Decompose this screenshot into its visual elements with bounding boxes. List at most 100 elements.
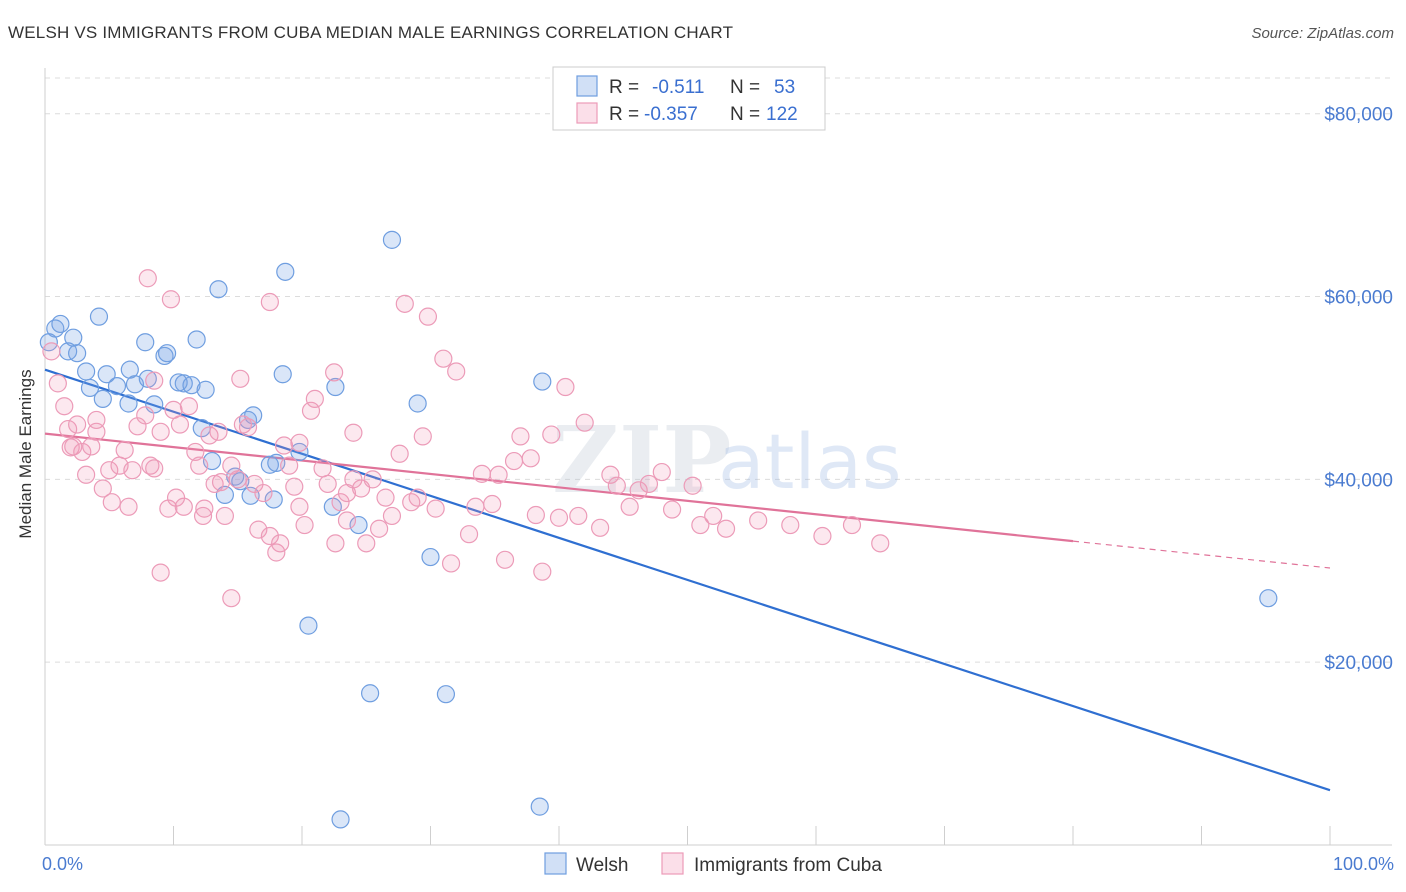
point-cuba-70 <box>447 362 466 381</box>
series-legend: Welsh Immigrants from Cuba <box>544 852 882 876</box>
point-cuba-103 <box>871 534 890 553</box>
point-cuba-20 <box>151 422 170 441</box>
trend-lines <box>44 368 1331 792</box>
point-welsh-46 <box>530 797 549 816</box>
point-cuba-92 <box>639 474 659 494</box>
point-cuba-99 <box>749 511 768 530</box>
point-welsh-20 <box>196 380 215 399</box>
point-cuba-0 <box>42 342 61 361</box>
point-cuba-54 <box>344 470 363 489</box>
point-welsh-19 <box>182 376 201 395</box>
point-welsh-22 <box>276 262 295 281</box>
point-welsh-41 <box>421 547 440 567</box>
point-welsh-8 <box>155 346 174 366</box>
point-cuba-11 <box>100 461 119 480</box>
point-cuba-34 <box>228 470 247 489</box>
point-cuba-104 <box>138 269 157 288</box>
point-welsh-25 <box>326 377 345 397</box>
x-tick-label-max: 100.0% <box>1333 854 1394 874</box>
point-cuba-14 <box>115 441 134 460</box>
point-cuba-111 <box>119 497 138 516</box>
point-welsh-9 <box>157 344 177 363</box>
point-cuba-30 <box>205 474 224 494</box>
point-welsh-30 <box>290 442 309 462</box>
point-cuba-28 <box>195 499 214 518</box>
point-cuba-107 <box>231 369 250 388</box>
point-welsh-6 <box>77 362 96 381</box>
point-cuba-23 <box>170 415 190 434</box>
point-cuba-44 <box>285 477 304 496</box>
point-cuba-105 <box>161 290 181 309</box>
point-welsh-45 <box>331 810 350 829</box>
point-cuba-39 <box>254 483 273 503</box>
x-tick-label-min: 0.0% <box>42 854 83 874</box>
point-cuba-84 <box>556 377 575 397</box>
point-cuba-62 <box>395 294 414 313</box>
legend-n-label-cuba: N = <box>730 104 760 125</box>
point-cuba-5 <box>68 415 87 434</box>
point-cuba-52 <box>331 493 350 512</box>
chart-title: WELSH VS IMMIGRANTS FROM CUBA MEDIAN MAL… <box>8 23 733 42</box>
point-cuba-57 <box>363 470 382 489</box>
y-tick-label-1: $40,000 <box>1324 470 1393 491</box>
bottom-legend-label-cuba: Immigrants from Cuba <box>694 855 882 876</box>
point-cuba-68 <box>434 349 453 368</box>
point-welsh-1 <box>51 314 70 334</box>
point-cuba-106 <box>260 292 279 312</box>
point-welsh-4 <box>68 344 87 363</box>
point-cuba-95 <box>683 476 702 495</box>
point-cuba-109 <box>87 410 106 430</box>
point-cuba-77 <box>504 451 524 471</box>
point-cuba-38 <box>249 520 268 539</box>
point-cuba-2 <box>55 397 74 416</box>
point-cuba-118 <box>151 563 170 582</box>
point-cuba-83 <box>549 508 569 527</box>
point-welsh-44 <box>436 685 456 704</box>
point-welsh-51 <box>244 406 263 425</box>
point-welsh-38 <box>264 490 283 509</box>
point-cuba-94 <box>662 500 682 519</box>
point-cuba-26 <box>186 442 205 462</box>
legend-swatch-cuba <box>576 102 598 124</box>
point-cuba-60 <box>382 506 402 526</box>
point-cuba-90 <box>620 497 639 516</box>
y-tick-label-2: $60,000 <box>1324 288 1393 309</box>
point-cuba-65 <box>413 427 432 446</box>
legend-n-value-cuba: 122 <box>766 104 798 125</box>
point-welsh-48 <box>120 360 139 379</box>
point-cuba-1 <box>48 374 67 393</box>
point-cuba-75 <box>489 465 508 484</box>
point-cuba-96 <box>691 515 710 535</box>
point-cuba-112 <box>209 422 228 441</box>
point-cuba-79 <box>521 449 540 468</box>
point-cuba-80 <box>526 505 545 525</box>
point-cuba-7 <box>77 465 96 484</box>
point-cuba-102 <box>842 515 862 535</box>
point-welsh-40 <box>349 515 368 535</box>
y-tick-labels: $20,000 $40,000 $60,000 $80,000 <box>1324 105 1393 674</box>
point-cuba-32 <box>215 506 234 526</box>
point-welsh-12 <box>119 394 138 413</box>
trend-line-welsh <box>44 368 1331 792</box>
point-welsh-50 <box>97 365 116 384</box>
point-cuba-17 <box>136 406 155 425</box>
point-welsh-15 <box>107 377 127 396</box>
point-cuba-115 <box>193 506 213 526</box>
point-cuba-93 <box>652 462 671 482</box>
point-cuba-113 <box>271 534 290 553</box>
point-cuba-116 <box>145 459 164 478</box>
grid-lines <box>45 77 1392 663</box>
chart-source: Source: ZipAtlas.com <box>1251 25 1394 42</box>
point-cuba-25 <box>179 397 199 416</box>
y-axis-label: Median Male Earnings <box>16 369 35 538</box>
point-cuba-19 <box>145 371 164 390</box>
point-cuba-51 <box>326 534 345 553</box>
legend-n-value-welsh: 53 <box>774 77 795 98</box>
point-cuba-89 <box>607 476 626 495</box>
point-cuba-73 <box>472 464 491 483</box>
point-cuba-120 <box>166 488 186 507</box>
point-cuba-3 <box>59 419 78 439</box>
point-cuba-61 <box>390 444 409 463</box>
point-cuba-47 <box>301 401 321 420</box>
